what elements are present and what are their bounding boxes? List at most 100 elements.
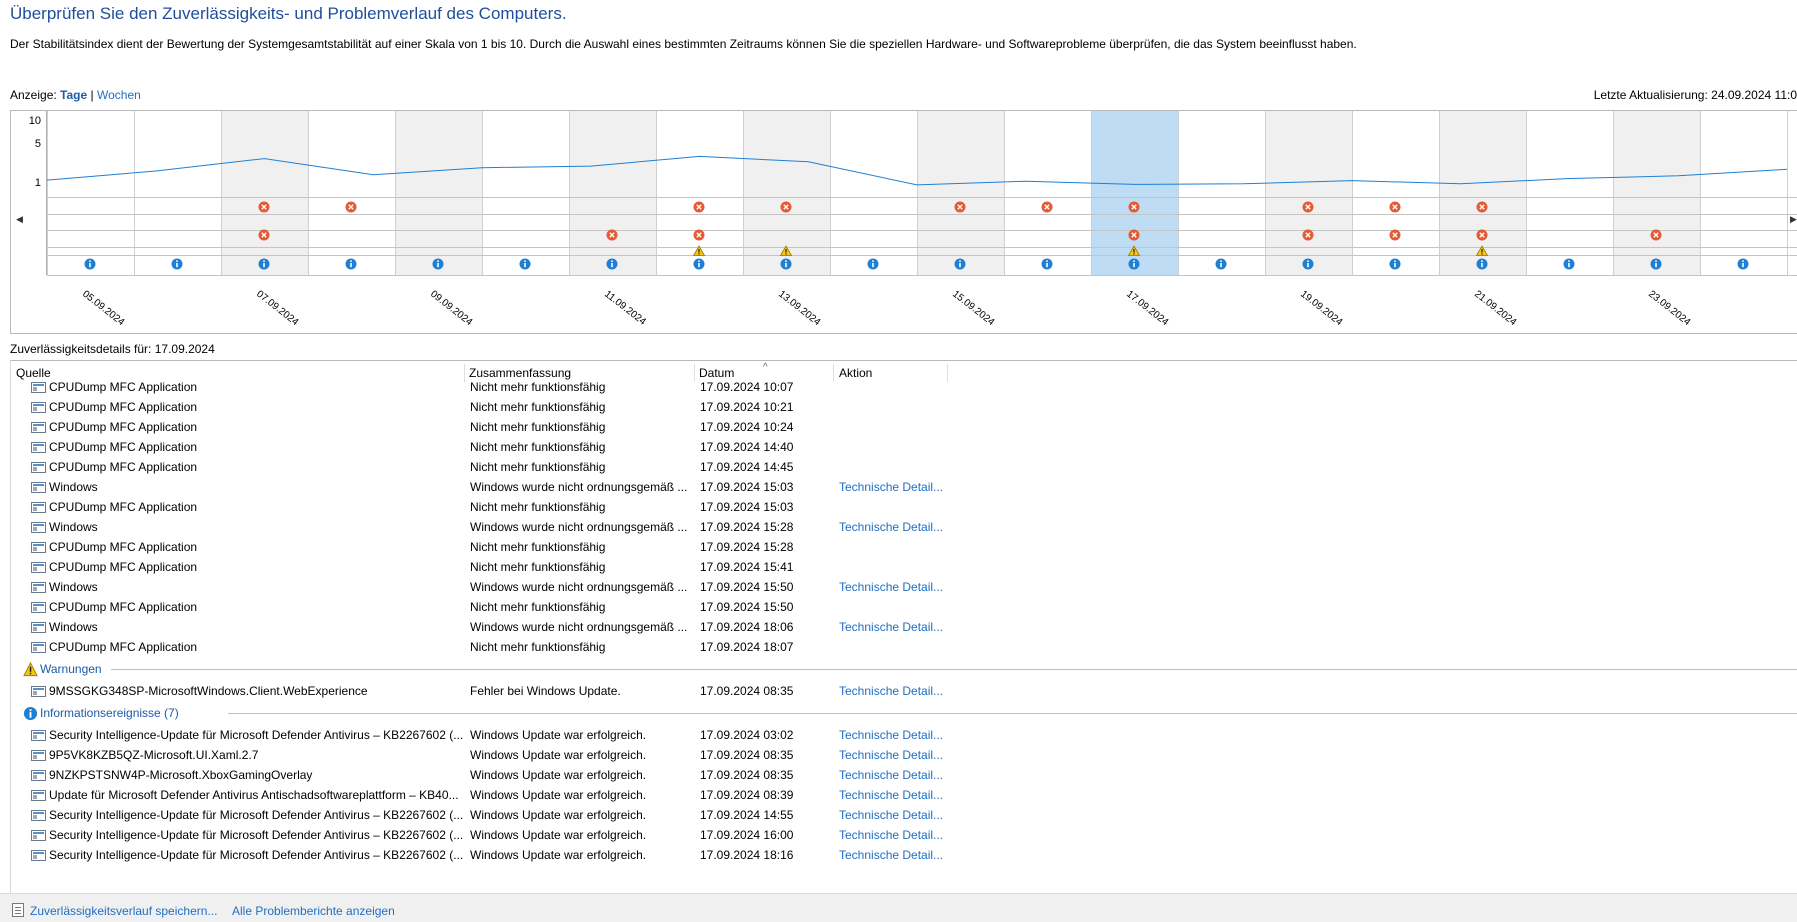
- error-icon[interactable]: [258, 229, 270, 241]
- warning-icon[interactable]: [692, 245, 706, 256]
- list-item[interactable]: Security Intelligence-Update für Microso…: [11, 825, 1797, 845]
- list-item[interactable]: CPUDump MFC Application Nicht mehr funkti…: [11, 497, 1797, 517]
- day-column[interactable]: [47, 111, 134, 275]
- technical-details-link[interactable]: Technische Detail...: [839, 520, 944, 534]
- list-item[interactable]: CPUDump MFC Application Nicht mehr funkti…: [11, 537, 1797, 557]
- error-icon[interactable]: [1650, 229, 1662, 241]
- column-separator[interactable]: [947, 364, 948, 382]
- view-weeks-link[interactable]: Wochen: [96, 88, 141, 102]
- technical-details-link[interactable]: Technische Detail...: [839, 684, 944, 698]
- info-icon[interactable]: [954, 258, 966, 270]
- list-item[interactable]: 9MSSGKG348SP-MicrosoftWindows.Client.Web…: [11, 681, 1797, 701]
- day-column[interactable]: [1004, 111, 1091, 275]
- list-item[interactable]: CPUDump MFC Application Nicht mehr funkti…: [11, 457, 1797, 477]
- day-column[interactable]: [395, 111, 482, 275]
- day-column[interactable]: [1352, 111, 1439, 275]
- list-item[interactable]: CPUDump MFC Application Nicht mehr funkti…: [11, 557, 1797, 577]
- error-icon[interactable]: [1302, 229, 1314, 241]
- column-header-summary[interactable]: Zusammenfassung: [469, 366, 572, 380]
- column-header-date[interactable]: Datum: [699, 366, 735, 380]
- column-separator[interactable]: [694, 364, 695, 382]
- error-icon[interactable]: [954, 201, 966, 213]
- day-column[interactable]: [221, 111, 308, 275]
- warnings-group-header[interactable]: Warnungen: [11, 657, 1797, 681]
- reliability-chart-svg[interactable]: 10 5 1 05.09.2024 07.09.2024 09.09.2024 11.09.…: [11, 111, 1797, 334]
- column-header-action[interactable]: Aktion: [839, 366, 873, 380]
- error-icon[interactable]: [606, 229, 618, 241]
- technical-details-link[interactable]: Technische Detail...: [839, 808, 944, 822]
- info-icon[interactable]: [171, 258, 183, 270]
- info-group-header[interactable]: Informationsereignisse (7): [11, 701, 1797, 725]
- save-history-link[interactable]: Zuverlässigkeitsverlauf speichern...: [30, 904, 218, 918]
- error-icon[interactable]: [1476, 201, 1488, 213]
- error-icon[interactable]: [345, 201, 357, 213]
- reliability-chart[interactable]: 10 5 1 05.09.2024 07.09.2024 09.09.2024 11.09.…: [10, 110, 1797, 334]
- day-column[interactable]: [917, 111, 1004, 275]
- list-item[interactable]: Security Intelligence-Update für Microso…: [11, 805, 1797, 825]
- list-item[interactable]: CPUDump MFC Application Nicht mehr funkti…: [11, 597, 1797, 617]
- day-column[interactable]: [1613, 111, 1700, 275]
- technical-details-link[interactable]: Technische Detail...: [839, 788, 944, 802]
- technical-details-link[interactable]: Technische Detail...: [839, 768, 944, 782]
- day-column[interactable]: [1700, 111, 1787, 275]
- info-icon[interactable]: [1215, 258, 1227, 270]
- list-item[interactable]: Security Intelligence-Update für Microso…: [11, 845, 1797, 865]
- technical-details-link[interactable]: Technische Detail...: [839, 580, 944, 594]
- info-icon[interactable]: [258, 258, 270, 270]
- error-icon[interactable]: [1476, 229, 1488, 241]
- day-column[interactable]: [1526, 111, 1613, 275]
- info-icon[interactable]: [1563, 258, 1575, 270]
- scroll-right-icon[interactable]: ▶: [1790, 214, 1797, 224]
- info-icon[interactable]: [1128, 258, 1140, 270]
- info-icon[interactable]: [606, 258, 618, 270]
- view-days-link[interactable]: Tage: [60, 88, 88, 102]
- list-item[interactable]: CPUDump MFC Application Nicht mehr funkti…: [11, 637, 1797, 657]
- error-icon[interactable]: [1128, 201, 1140, 213]
- column-separator[interactable]: [464, 364, 465, 382]
- column-header-source[interactable]: Quelle: [16, 366, 51, 380]
- list-item[interactable]: CPUDump MFC Application Nicht mehr funkti…: [11, 397, 1797, 417]
- error-icon[interactable]: [1041, 201, 1053, 213]
- error-icon[interactable]: [693, 229, 705, 241]
- list-item[interactable]: CPUDump MFC Application Nicht mehr funkti…: [11, 377, 1797, 397]
- day-column[interactable]: [569, 111, 656, 275]
- error-icon[interactable]: [1389, 229, 1401, 241]
- list-item[interactable]: Update für Microsoft Defender Antivirus …: [11, 785, 1797, 805]
- all-problem-reports-link[interactable]: Alle Problemberichte anzeigen: [232, 904, 395, 918]
- technical-details-link[interactable]: Technische Detail...: [839, 480, 944, 494]
- info-icon[interactable]: [1041, 258, 1053, 270]
- error-icon[interactable]: [258, 201, 270, 213]
- warning-icon[interactable]: [1127, 245, 1141, 256]
- details-list[interactable]: Quelle Zusammenfassung Datum ^ Aktion CP…: [10, 360, 1797, 893]
- list-item[interactable]: Windows Windows wurde nicht ordnungsgemäß…: [11, 577, 1797, 597]
- info-icon[interactable]: [345, 258, 357, 270]
- info-icon[interactable]: [1650, 258, 1662, 270]
- info-icon[interactable]: [84, 258, 96, 270]
- info-icon[interactable]: [432, 258, 444, 270]
- warning-icon[interactable]: [1475, 245, 1489, 256]
- list-item[interactable]: Windows Windows wurde nicht ordnungsgemäß…: [11, 477, 1797, 497]
- day-column[interactable]: [1265, 111, 1352, 275]
- warning-icon[interactable]: [779, 245, 793, 256]
- day-column[interactable]: [830, 111, 917, 275]
- error-icon[interactable]: [1302, 201, 1314, 213]
- technical-details-link[interactable]: Technische Detail...: [839, 620, 944, 634]
- list-item[interactable]: Windows Windows wurde nicht ordnungsgemäß…: [11, 517, 1797, 537]
- error-icon[interactable]: [780, 201, 792, 213]
- technical-details-link[interactable]: Technische Detail...: [839, 748, 944, 762]
- list-item[interactable]: CPUDump MFC Application Nicht mehr funkti…: [11, 417, 1797, 437]
- list-item[interactable]: 9P5VK8KZB5QZ-Microsoft.UI.Xaml.2.7 Window…: [11, 745, 1797, 765]
- technical-details-link[interactable]: Technische Detail...: [839, 728, 944, 742]
- day-column[interactable]: [1178, 111, 1265, 275]
- info-icon[interactable]: [867, 258, 879, 270]
- scroll-left-icon[interactable]: ◀: [16, 214, 23, 224]
- info-icon[interactable]: [1302, 258, 1314, 270]
- error-icon[interactable]: [1389, 201, 1401, 213]
- list-item[interactable]: Security Intelligence-Update für Microso…: [11, 725, 1797, 745]
- list-item[interactable]: CPUDump MFC Application Nicht mehr funkti…: [11, 437, 1797, 457]
- technical-details-link[interactable]: Technische Detail...: [839, 848, 944, 862]
- day-column[interactable]: [308, 111, 395, 275]
- info-icon[interactable]: [780, 258, 792, 270]
- technical-details-link[interactable]: Technische Detail...: [839, 828, 944, 842]
- column-separator[interactable]: [833, 364, 834, 382]
